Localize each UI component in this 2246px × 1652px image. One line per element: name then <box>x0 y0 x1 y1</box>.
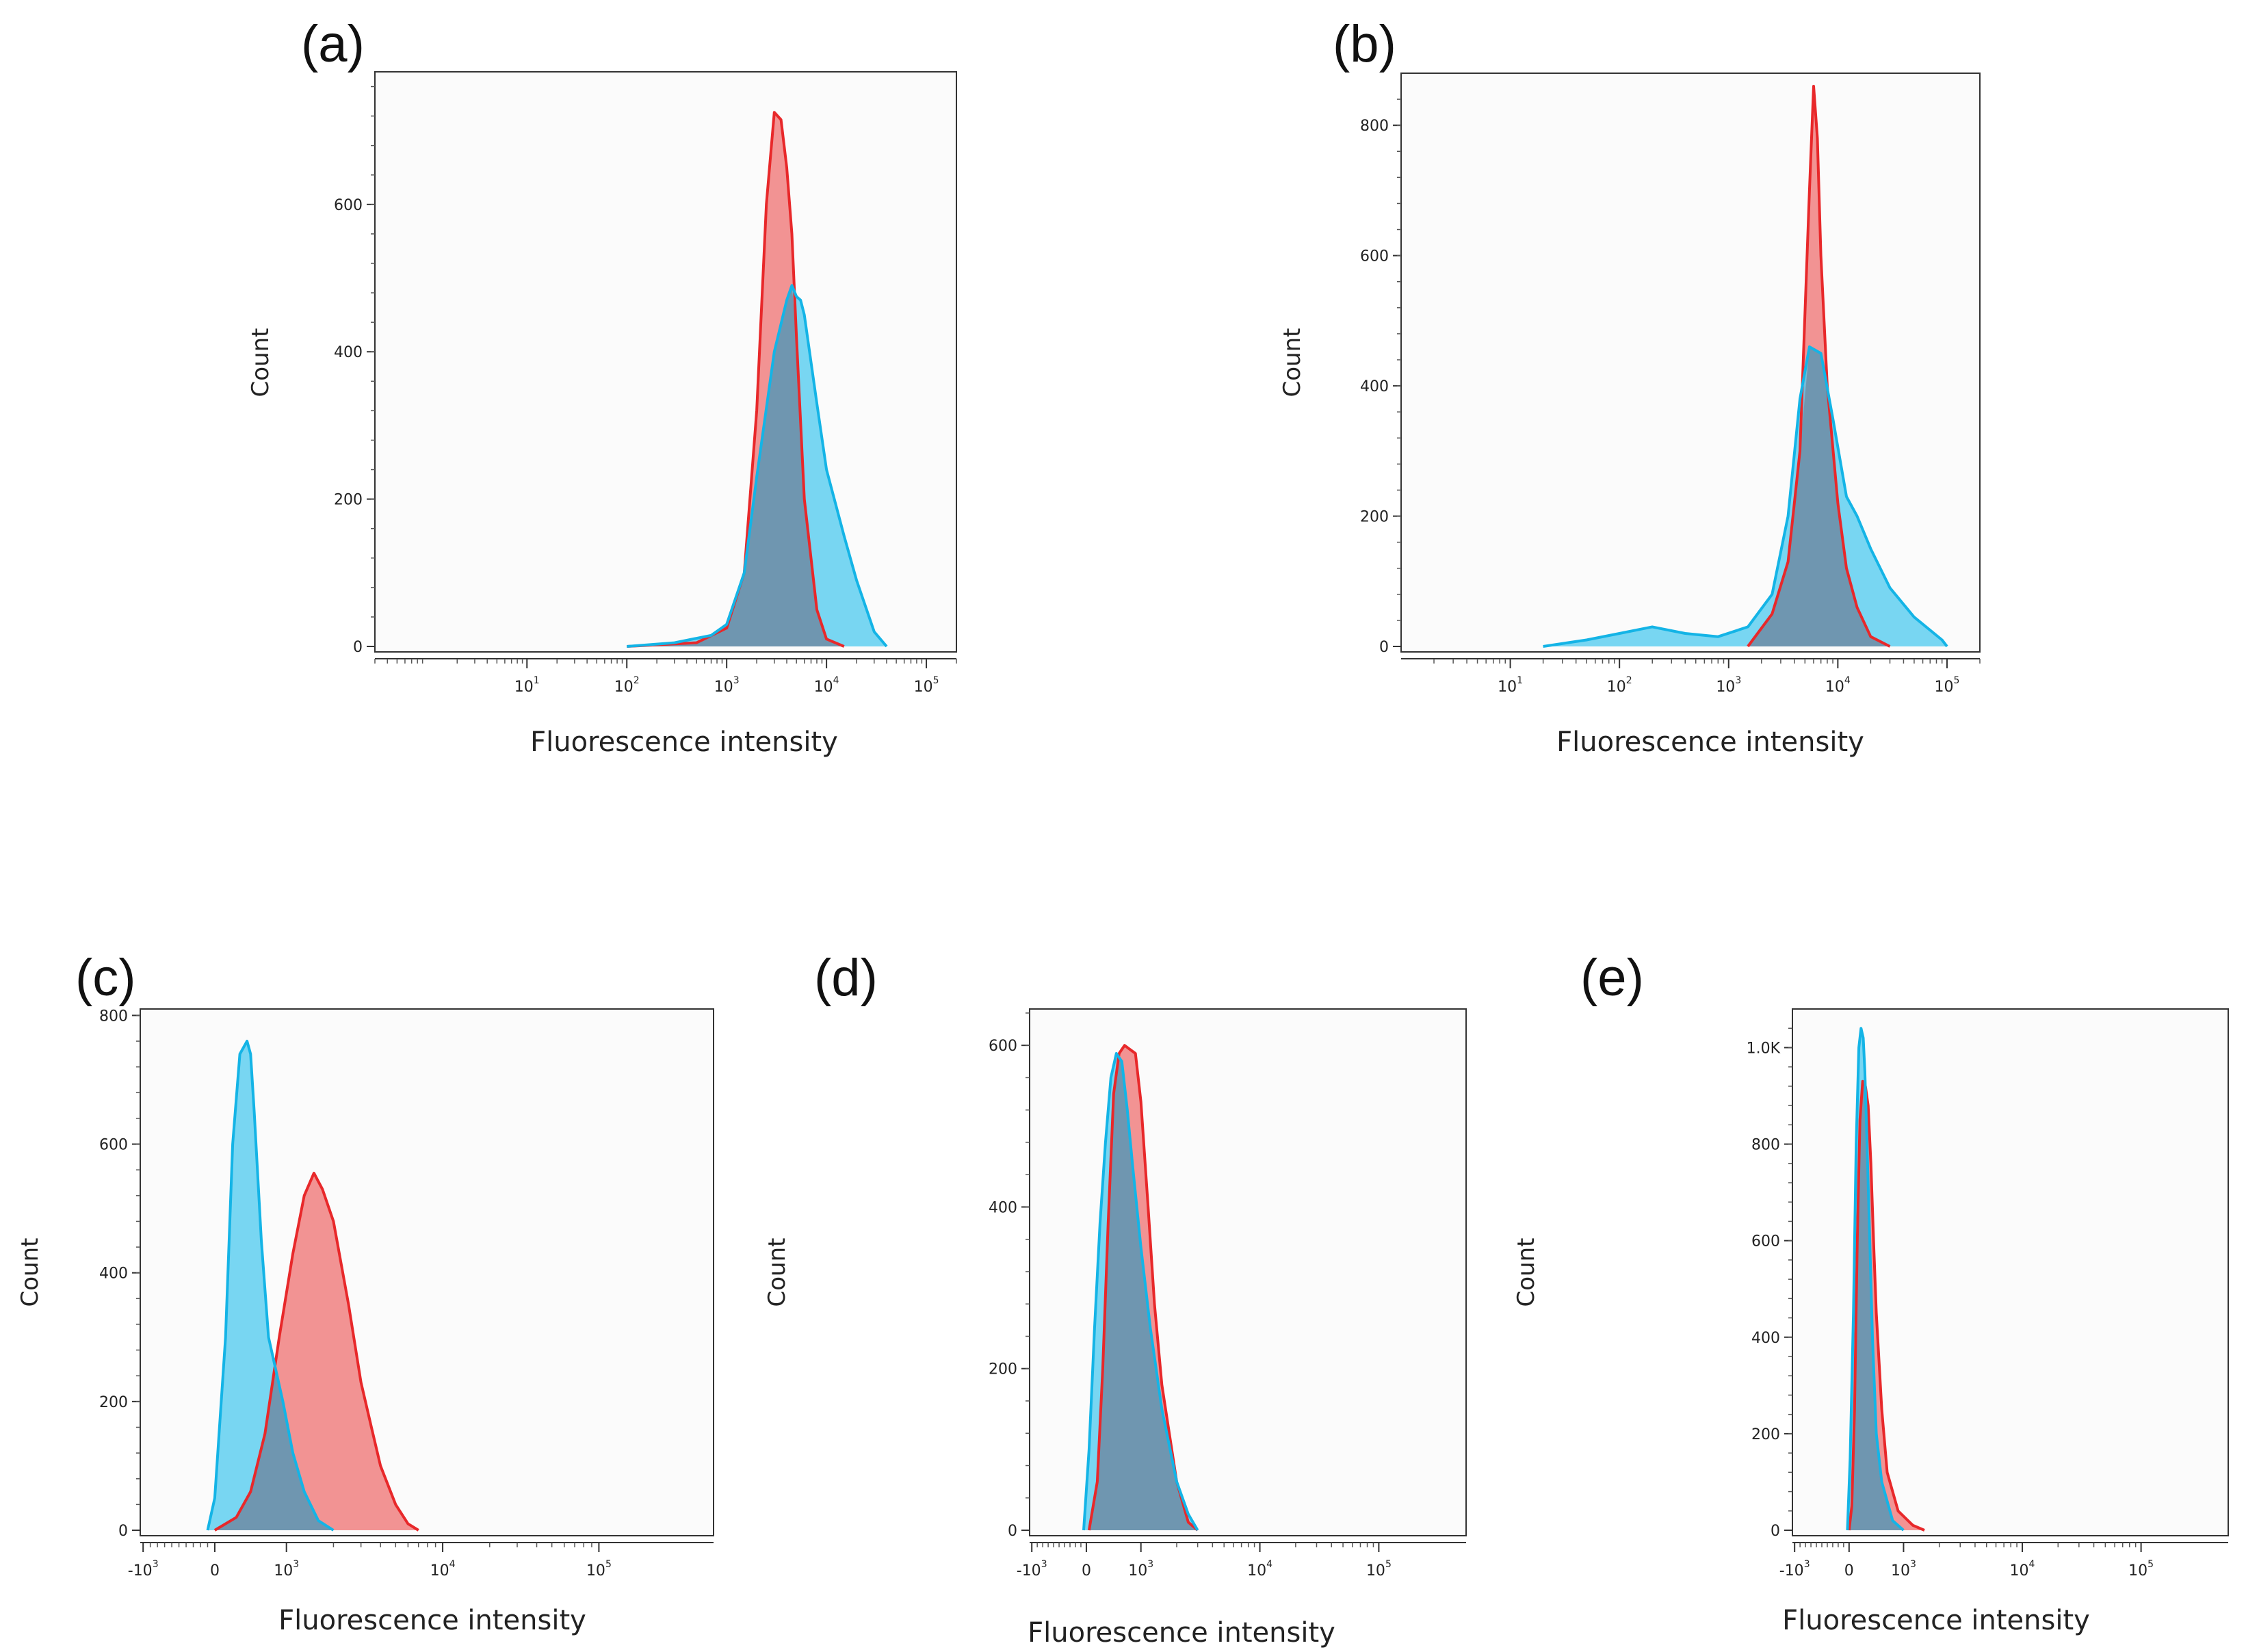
y-tick-label: 0 <box>353 639 363 656</box>
plot-frame <box>1792 1008 2229 1536</box>
y-tick-label: 0 <box>1379 639 1389 656</box>
x-axis-title: Fluorescence intensity <box>1782 1605 2090 1636</box>
y-tick-label: 200 <box>99 1394 128 1411</box>
y-axis-title: Count <box>247 328 274 397</box>
plot-frame <box>374 71 957 653</box>
x-tick-label: 105 <box>586 1559 612 1579</box>
y-tick-label: 0 <box>1771 1523 1780 1540</box>
y-tick-label: 600 <box>1360 248 1389 265</box>
plot-frame <box>1029 1008 1467 1536</box>
y-tick-label: 0 <box>118 1523 128 1540</box>
x-tick-label: -103 <box>128 1559 159 1579</box>
x-tick-label: 105 <box>2128 1559 2154 1579</box>
x-tick-label: 104 <box>430 1559 456 1579</box>
y-tick-label: 200 <box>334 492 363 509</box>
series-red-line <box>1087 1044 1199 1532</box>
panel-d: (d) 0 200 400 600 -103 0 103 104 105 Fluorescence … <box>763 949 1467 1649</box>
y-tick-label: 200 <box>989 1361 1017 1378</box>
series-red-line <box>1747 85 1891 648</box>
x-tick-label: 104 <box>2010 1559 2035 1579</box>
y-axis-title: Count <box>1513 1238 1540 1307</box>
series-blue-area <box>207 1041 334 1530</box>
panel-label: (e) <box>1580 949 1644 1007</box>
x-axis-title: Fluorescence intensity <box>278 1605 586 1636</box>
x-tick-label: 105 <box>1366 1559 1392 1579</box>
x-tick-label: 102 <box>1607 675 1632 696</box>
panel-label: (a) <box>301 15 365 73</box>
y-tick-label: 600 <box>334 197 363 214</box>
y-tick-label: 400 <box>1751 1330 1780 1347</box>
series-blue-line <box>1082 1052 1199 1532</box>
x-tick-label: 105 <box>914 675 939 696</box>
y-tick-label: 200 <box>1751 1426 1780 1443</box>
y-tick-label: 600 <box>1751 1233 1780 1250</box>
y-tick-label: 800 <box>1751 1137 1780 1154</box>
series-blue-area <box>627 285 887 646</box>
x-tick-label: 103 <box>1128 1559 1153 1579</box>
y-tick-label: 800 <box>99 1008 128 1025</box>
y-tick-label: 600 <box>989 1038 1017 1055</box>
y-tick-label: 400 <box>989 1199 1017 1216</box>
series-red-line <box>1847 1079 1925 1532</box>
y-tick-label: 800 <box>1360 118 1389 135</box>
series-blue-line <box>206 1040 335 1532</box>
x-axis-title: Fluorescence intensity <box>530 726 838 758</box>
y-axis-title: Count <box>763 1238 791 1307</box>
series-blue-line <box>1846 1027 1905 1532</box>
x-tick-label: 103 <box>274 1559 299 1579</box>
x-tick-label: 103 <box>1891 1559 1916 1579</box>
x-tick-label: 104 <box>1247 1559 1272 1579</box>
y-tick-label: 1.0K <box>1747 1040 1781 1057</box>
panel-label: (b) <box>1333 15 1396 73</box>
x-tick-label: 101 <box>1498 675 1523 696</box>
y-axis-title: Count <box>1279 328 1306 397</box>
x-tick-label: 0 <box>210 1562 220 1579</box>
plot-area <box>375 72 956 652</box>
overlap-area <box>214 1369 334 1530</box>
x-axis-title: Fluorescence intensity <box>1028 1617 1335 1649</box>
x-tick-label: -103 <box>1779 1559 1810 1579</box>
overlap-area <box>627 285 844 646</box>
x-tick-label: 104 <box>1825 675 1851 696</box>
x-tick-label: 103 <box>1716 675 1741 696</box>
overlap-area <box>1747 347 1890 646</box>
x-tick-label: -103 <box>1017 1559 1047 1579</box>
plot-area <box>1401 73 1980 652</box>
y-tick-label: 600 <box>99 1137 128 1154</box>
series-red-line <box>213 1171 419 1532</box>
x-tick-label: 0 <box>1082 1562 1091 1579</box>
x-tick-label: 104 <box>814 675 839 696</box>
y-tick-label: 0 <box>1008 1523 1017 1540</box>
x-tick-label: 105 <box>1934 675 1959 696</box>
panel-label: (d) <box>814 949 878 1007</box>
y-axis-title: Count <box>16 1238 44 1307</box>
y-tick-label: 400 <box>334 344 363 361</box>
overlap-area <box>1088 1057 1198 1530</box>
plot-frame <box>1400 73 1981 653</box>
series-blue-line <box>627 284 888 648</box>
x-tick-label: 103 <box>714 675 740 696</box>
x-axis-title: Fluorescence intensity <box>1556 726 1864 758</box>
series-blue-line <box>1543 345 1948 648</box>
x-tick-label: 101 <box>514 675 540 696</box>
panel-label: (c) <box>75 949 136 1007</box>
y-tick-label: 200 <box>1360 509 1389 526</box>
x-tick-label: 0 <box>1844 1562 1854 1579</box>
x-tick-label: 102 <box>614 675 640 696</box>
panel-c: (c) 0 200 400 600 800 -103 0 103 104 105 Fluorescen… <box>16 949 714 1636</box>
panel-b: (b) 0 200 400 600 800 101 102 103 104 105 Fluoresce… <box>1279 15 1981 758</box>
panel-e: (e) 0 200 400 600 800 1.0K -103 0 103 104 105 Fluore… <box>1513 949 2229 1636</box>
y-tick-label: 400 <box>99 1266 128 1283</box>
overlap-area <box>1849 1081 1904 1530</box>
y-tick-label: 400 <box>1360 378 1389 395</box>
panel-a: (a) 0 200 400 600 101 102 103 104 105 Fluorescence… <box>247 15 957 758</box>
